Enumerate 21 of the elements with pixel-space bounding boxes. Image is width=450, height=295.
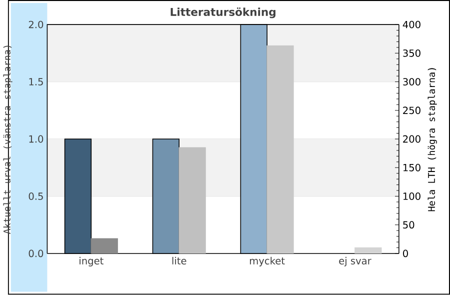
x-tick-label: inget (80, 257, 104, 267)
y-axis-title: Aktuellt urval (vänstra staplarna) (3, 46, 12, 234)
y2-tick-label: 100 (403, 192, 420, 200)
x-tick-label: mycket (250, 257, 285, 267)
x-tick-label: ej svar (339, 257, 372, 267)
y-tick-label: 2.0 (28, 20, 44, 28)
y2-tick-label: 300 (403, 78, 420, 86)
y2-tick-label: 0 (403, 250, 408, 258)
y-tick-label: 1.0 (29, 135, 44, 143)
y2-axis-title: Hela LTH (högra staplarna) (428, 68, 437, 212)
y-tick-label: 0.5 (28, 192, 43, 200)
y2-tick-label: 50 (403, 221, 414, 229)
y-tick-label: 0.0 (28, 250, 44, 258)
y2-tick-label: 350 (403, 50, 420, 58)
y-tick-label: 1.5 (29, 78, 43, 86)
y2-tick-label: 400 (402, 20, 420, 28)
y2-tick-label: 150 (403, 164, 420, 172)
y2-tick-label: 250 (403, 106, 420, 114)
x-tick-label: lite (172, 257, 186, 265)
chart-title: Litteratursökning (170, 8, 276, 18)
y2-tick-label: 200 (403, 135, 420, 143)
